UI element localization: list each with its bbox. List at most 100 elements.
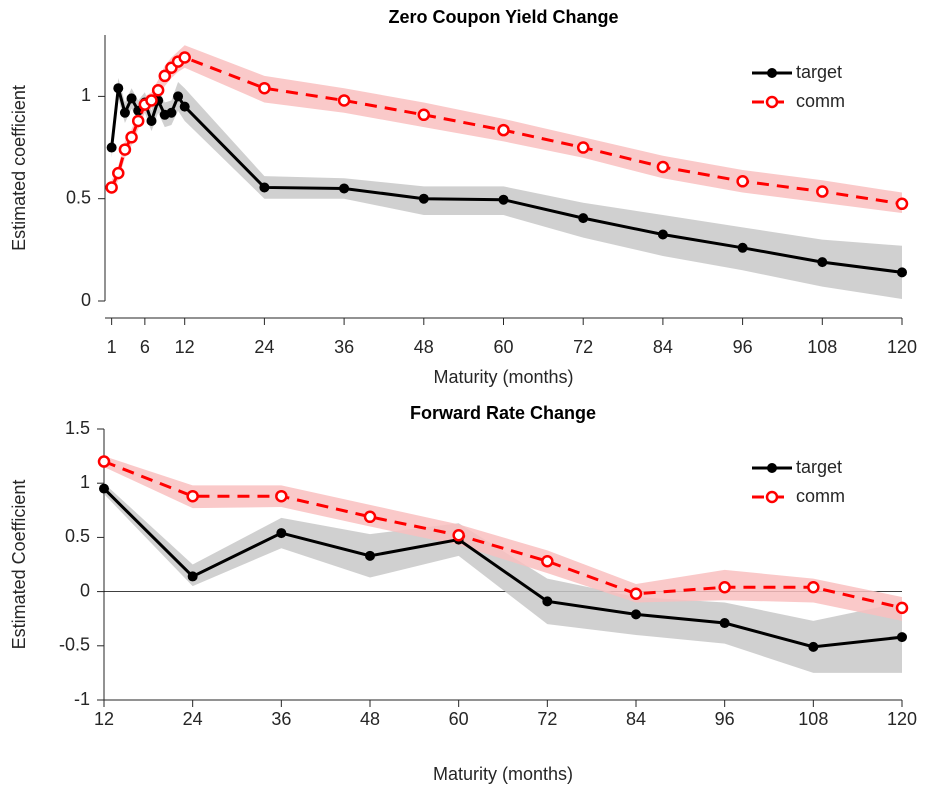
data-point	[897, 632, 907, 643]
chart-title: Forward Rate Change	[410, 403, 596, 423]
x-tick-label: 108	[798, 709, 828, 729]
x-tick-label: 72	[573, 337, 593, 357]
x-tick-label: 72	[537, 709, 557, 729]
y-axis-label: Estimated coefficient	[9, 85, 29, 251]
data-point	[365, 550, 375, 561]
x-tick-label: 12	[175, 337, 195, 357]
data-point	[178, 51, 191, 64]
data-point	[497, 123, 510, 137]
data-point	[131, 114, 145, 128]
legend-label: comm	[796, 486, 845, 506]
x-tick-label: 84	[626, 709, 646, 729]
data-point	[119, 107, 130, 118]
data-point	[187, 571, 198, 582]
data-point	[631, 609, 641, 620]
x-tick-label: 96	[733, 337, 753, 357]
legend-marker	[765, 490, 779, 504]
data-point	[808, 641, 819, 652]
x-axis-label: Maturity (months)	[433, 367, 573, 387]
data-point	[418, 193, 429, 204]
data-point	[629, 587, 643, 601]
confidence-band	[104, 483, 902, 673]
data-point	[186, 489, 199, 503]
y-tick-label: -0.5	[59, 635, 90, 655]
x-tick-label: 120	[887, 709, 917, 729]
x-tick-label: 6	[140, 337, 150, 357]
data-point	[541, 554, 554, 568]
x-tick-label: 96	[715, 709, 735, 729]
y-tick-label: 1	[80, 472, 90, 492]
legend-marker	[767, 68, 777, 78]
x-tick-label: 84	[653, 337, 673, 357]
legend-label: target	[796, 62, 842, 82]
data-point	[452, 528, 465, 542]
data-point	[258, 81, 271, 95]
x-tick-label: 24	[254, 337, 274, 357]
data-point	[105, 181, 118, 194]
data-point	[97, 455, 111, 468]
legend-marker	[765, 95, 779, 109]
data-point	[337, 94, 351, 107]
data-point	[363, 510, 377, 524]
y-tick-label: -1	[74, 689, 90, 709]
data-point	[339, 183, 350, 194]
x-tick-label: 36	[334, 337, 354, 357]
data-point	[656, 160, 670, 174]
x-tick-label: 24	[183, 709, 203, 729]
data-point	[897, 267, 907, 278]
data-point	[151, 83, 165, 97]
data-point	[807, 581, 820, 594]
data-point	[173, 91, 184, 102]
x-tick-label: 108	[807, 337, 837, 357]
data-point	[125, 131, 138, 144]
data-point	[417, 108, 431, 122]
data-point	[895, 197, 909, 211]
y-tick-label: 0	[80, 580, 90, 600]
data-point	[718, 581, 731, 594]
y-tick-label: 0.5	[66, 187, 91, 207]
data-point	[113, 83, 124, 94]
data-point	[578, 213, 589, 224]
legend-label: comm	[796, 91, 845, 111]
data-point	[179, 101, 190, 112]
data-point	[118, 143, 132, 156]
series-line	[103, 460, 903, 610]
data-point	[276, 528, 287, 539]
x-tick-label: 48	[360, 709, 380, 729]
data-point	[106, 142, 117, 153]
data-point	[145, 94, 158, 107]
series-line	[102, 487, 903, 649]
y-tick-label: 0	[81, 290, 91, 310]
data-point	[895, 601, 909, 615]
data-point	[719, 618, 730, 629]
data-point	[99, 483, 109, 494]
y-tick-label: 1.5	[65, 418, 90, 438]
data-point	[542, 596, 553, 607]
x-tick-label: 1	[107, 337, 117, 357]
y-tick-label: 0.5	[65, 526, 90, 546]
x-tick-label: 12	[94, 709, 114, 729]
data-point	[158, 69, 172, 83]
x-tick-label: 48	[414, 337, 434, 357]
data-point	[657, 229, 668, 240]
legend-marker	[767, 463, 777, 473]
x-tick-label: 36	[271, 709, 291, 729]
x-tick-label: 120	[887, 337, 917, 357]
x-tick-label: 60	[449, 709, 469, 729]
legend-label: target	[796, 457, 842, 477]
data-point	[146, 115, 157, 126]
data-point	[817, 257, 828, 268]
data-point	[498, 194, 509, 205]
chart-title: Zero Coupon Yield Change	[388, 7, 618, 27]
data-point	[816, 185, 829, 198]
data-point	[737, 242, 748, 253]
data-point	[576, 141, 590, 154]
x-tick-label: 60	[493, 337, 513, 357]
data-point	[275, 489, 288, 503]
data-point	[126, 93, 137, 104]
data-point	[259, 182, 270, 193]
data-point	[112, 166, 125, 180]
confidence-band	[111, 77, 903, 299]
y-tick-label: 1	[81, 85, 91, 105]
